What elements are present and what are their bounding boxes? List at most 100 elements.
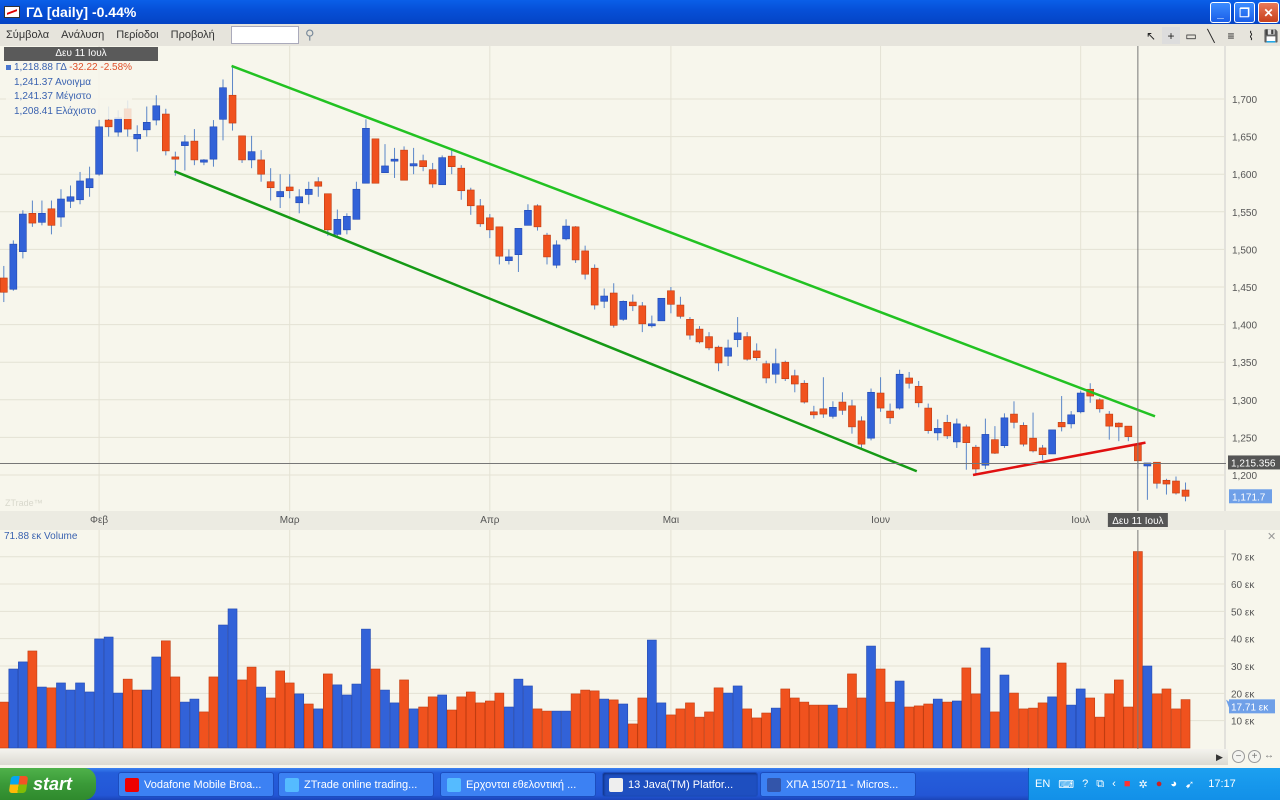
- candle[interactable]: [447, 155, 456, 167]
- candle[interactable]: [562, 225, 570, 240]
- candle[interactable]: [686, 319, 694, 336]
- candle[interactable]: [667, 290, 675, 305]
- candle[interactable]: [914, 385, 923, 404]
- menu-symbols[interactable]: Σύμβολα: [6, 29, 50, 41]
- candle[interactable]: [810, 411, 818, 416]
- candle[interactable]: [933, 428, 942, 434]
- candle[interactable]: [819, 408, 828, 415]
- candle[interactable]: [876, 392, 885, 409]
- candle[interactable]: [943, 422, 952, 437]
- rectangle-icon[interactable]: ▭: [1185, 28, 1197, 43]
- candle[interactable]: [495, 226, 504, 257]
- candle[interactable]: [1115, 422, 1123, 428]
- candle[interactable]: [724, 347, 732, 357]
- candle[interactable]: [152, 105, 161, 121]
- crosshair-icon[interactable]: +: [1162, 27, 1180, 44]
- fit-width-icon[interactable]: ↔: [1264, 750, 1274, 761]
- taskbar-item[interactable]: Vodafone Mobile Broa...: [118, 772, 274, 797]
- candle[interactable]: [314, 181, 323, 187]
- candle[interactable]: [981, 434, 990, 466]
- panda-icon[interactable]: ◕: [1170, 778, 1178, 790]
- candle[interactable]: [857, 420, 866, 445]
- candle[interactable]: [1153, 461, 1161, 484]
- bluetooth-icon[interactable]: ●: [1155, 778, 1163, 790]
- candle[interactable]: [752, 350, 761, 358]
- candle[interactable]: [190, 140, 199, 161]
- candle[interactable]: [257, 159, 265, 175]
- candle[interactable]: [533, 205, 542, 228]
- candle[interactable]: [762, 363, 771, 379]
- start-button[interactable]: start: [0, 768, 96, 800]
- candle[interactable]: [428, 169, 437, 185]
- keyboard-icon[interactable]: ⌨: [1058, 778, 1075, 791]
- candle[interactable]: [790, 375, 799, 385]
- save-icon[interactable]: 💾: [1263, 28, 1279, 43]
- lower-channel-trendline[interactable]: [173, 170, 918, 473]
- candle[interactable]: [867, 391, 875, 439]
- candle[interactable]: [276, 191, 284, 198]
- candle[interactable]: [333, 219, 342, 235]
- candle[interactable]: [695, 328, 704, 343]
- candle[interactable]: [552, 244, 561, 266]
- candle[interactable]: [1000, 417, 1009, 446]
- candle[interactable]: [628, 301, 637, 307]
- candle[interactable]: [781, 361, 790, 380]
- candle[interactable]: [162, 113, 170, 152]
- candle[interactable]: [0, 277, 8, 293]
- taskbar-item[interactable]: 13 Java(TM) Platfor...: [602, 772, 758, 797]
- upper-channel-trendline[interactable]: [231, 64, 1156, 418]
- candle[interactable]: [238, 135, 246, 161]
- candle[interactable]: [609, 292, 618, 326]
- candle[interactable]: [619, 300, 628, 320]
- candle[interactable]: [638, 305, 647, 325]
- candle[interactable]: [324, 193, 332, 231]
- candle[interactable]: [390, 158, 399, 162]
- chart-canvas[interactable]: 1,700 1,650 1,600 1,550 1,500 1,450 1,400 1,350…: [0, 46, 1280, 749]
- language-indicator[interactable]: EN: [1035, 778, 1051, 790]
- candle[interactable]: [705, 336, 713, 349]
- close-button[interactable]: ✕: [1258, 2, 1279, 23]
- candle[interactable]: [476, 205, 485, 225]
- pointer-icon[interactable]: ↖: [1145, 28, 1157, 43]
- candle[interactable]: [1095, 399, 1104, 410]
- candle[interactable]: [1124, 425, 1133, 437]
- candle[interactable]: [952, 423, 961, 443]
- zoom-out-icon[interactable]: −: [1232, 750, 1245, 763]
- candle[interactable]: [962, 426, 971, 443]
- taskbar-item[interactable]: ΧΠΑ 150711 - Micros...: [760, 772, 916, 797]
- candle[interactable]: [657, 297, 666, 322]
- candle[interactable]: [1076, 392, 1085, 413]
- candle[interactable]: [676, 304, 685, 317]
- candle[interactable]: [1019, 425, 1028, 445]
- candle[interactable]: [1048, 429, 1056, 455]
- candle[interactable]: [285, 186, 294, 192]
- candle[interactable]: [486, 217, 494, 231]
- candle[interactable]: [38, 213, 46, 223]
- candle[interactable]: [409, 163, 418, 167]
- horizontal-scrollbar[interactable]: [0, 749, 1228, 765]
- menu-analysis[interactable]: Ανάλυση: [61, 29, 105, 41]
- candle[interactable]: [838, 401, 847, 411]
- candle[interactable]: [848, 405, 856, 428]
- candle[interactable]: [1067, 414, 1075, 425]
- candle[interactable]: [905, 377, 913, 384]
- network-icon[interactable]: ⧉: [1096, 777, 1105, 790]
- candle[interactable]: [648, 323, 656, 327]
- candle[interactable]: [85, 178, 94, 189]
- help-icon[interactable]: ?: [1082, 778, 1089, 790]
- candle[interactable]: [200, 159, 208, 163]
- candle[interactable]: [438, 157, 446, 186]
- candle[interactable]: [362, 128, 370, 184]
- candle[interactable]: [371, 138, 380, 184]
- candle[interactable]: [228, 94, 237, 124]
- candle[interactable]: [66, 196, 75, 202]
- candle[interactable]: [1162, 479, 1171, 485]
- minimize-button[interactable]: _: [1210, 2, 1231, 23]
- connection-icon[interactable]: ✲: [1138, 778, 1148, 791]
- candle[interactable]: [543, 234, 551, 258]
- candle[interactable]: [1181, 489, 1190, 497]
- support-trendline[interactable]: [972, 441, 1146, 477]
- candle[interactable]: [9, 243, 18, 290]
- taskbar-item[interactable]: ZTrade online trading...: [278, 772, 434, 797]
- candle[interactable]: [524, 209, 532, 226]
